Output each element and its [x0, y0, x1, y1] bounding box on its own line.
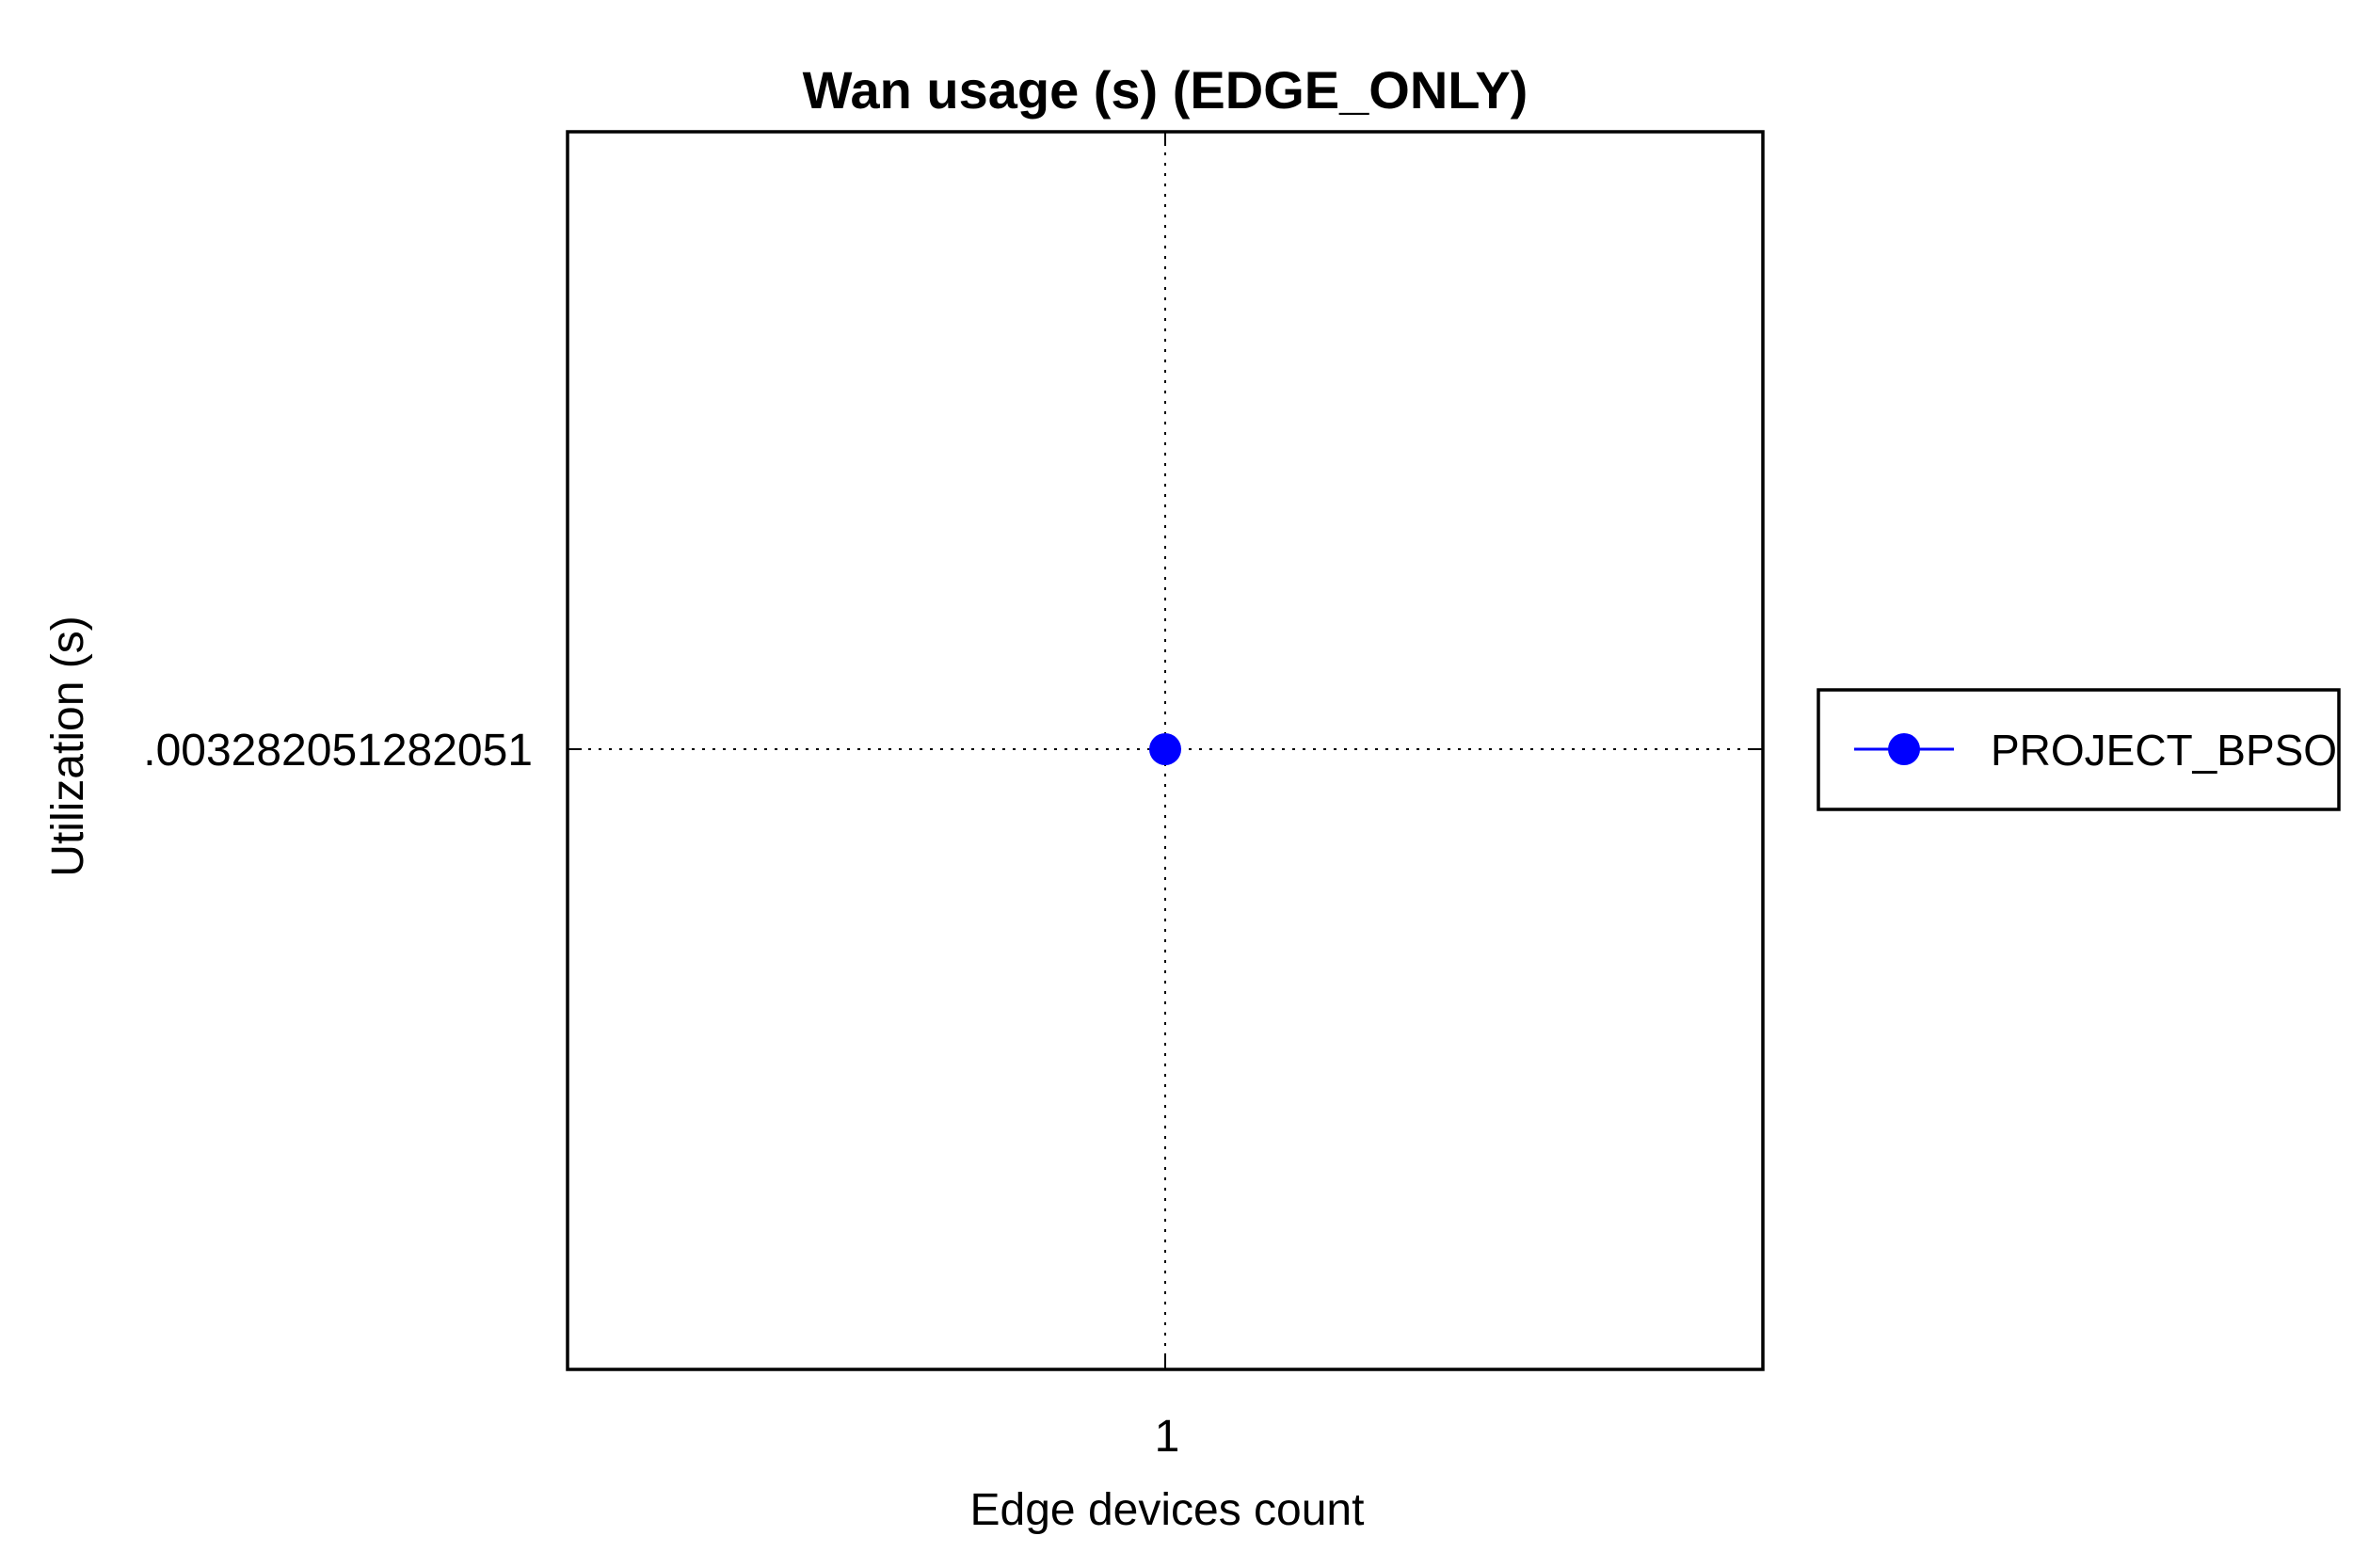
legend: PROJECT_BPSO	[1817, 688, 2341, 811]
data-point-project-bpso-1	[1149, 733, 1181, 765]
legend-label-project-bpso: PROJECT_BPSO	[1991, 726, 2337, 775]
legend-marker-swatch	[1888, 733, 1920, 765]
tick-marks	[568, 132, 1763, 1369]
chart-title: Wan usage (s) (EDGE_ONLY)	[803, 60, 1529, 120]
x-tick-label: 1	[1155, 1412, 1180, 1462]
y-tick-label: .003282051282051	[143, 726, 533, 776]
grid-lines	[568, 132, 1763, 1369]
y-axis-label: Utilization (s)	[43, 616, 93, 876]
x-axis-label: Edge devices count	[970, 1485, 1365, 1535]
